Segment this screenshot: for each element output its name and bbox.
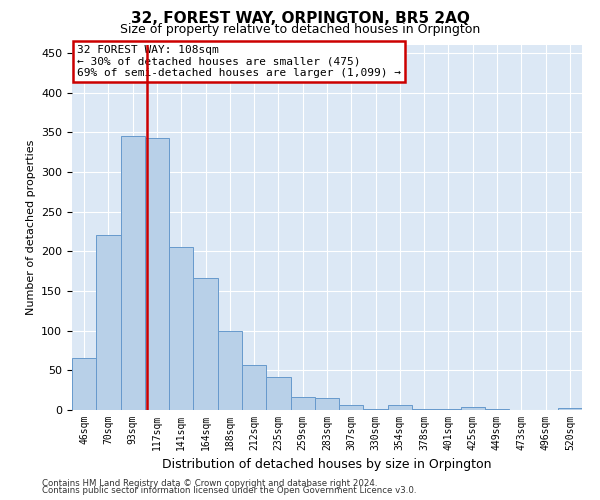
- Y-axis label: Number of detached properties: Number of detached properties: [26, 140, 35, 315]
- Bar: [72, 358, 96, 410]
- Bar: [558, 408, 582, 410]
- Bar: [121, 136, 145, 410]
- Bar: [145, 138, 169, 410]
- Bar: [169, 246, 193, 410]
- Bar: [388, 405, 412, 410]
- Bar: [193, 278, 218, 410]
- Text: 32 FOREST WAY: 108sqm
← 30% of detached houses are smaller (475)
69% of semi-det: 32 FOREST WAY: 108sqm ← 30% of detached …: [77, 45, 401, 78]
- Bar: [485, 409, 509, 410]
- Bar: [364, 409, 388, 410]
- Text: Contains HM Land Registry data © Crown copyright and database right 2024.: Contains HM Land Registry data © Crown c…: [42, 478, 377, 488]
- Bar: [461, 407, 485, 410]
- Bar: [412, 409, 436, 410]
- Text: Contains public sector information licensed under the Open Government Licence v3: Contains public sector information licen…: [42, 486, 416, 495]
- Text: Size of property relative to detached houses in Orpington: Size of property relative to detached ho…: [120, 22, 480, 36]
- Bar: [290, 398, 315, 410]
- Bar: [436, 409, 461, 410]
- Bar: [96, 236, 121, 410]
- Text: 32, FOREST WAY, ORPINGTON, BR5 2AQ: 32, FOREST WAY, ORPINGTON, BR5 2AQ: [131, 11, 469, 26]
- Bar: [266, 378, 290, 410]
- X-axis label: Distribution of detached houses by size in Orpington: Distribution of detached houses by size …: [162, 458, 492, 471]
- Bar: [218, 332, 242, 410]
- Bar: [339, 405, 364, 410]
- Bar: [242, 365, 266, 410]
- Bar: [315, 398, 339, 410]
